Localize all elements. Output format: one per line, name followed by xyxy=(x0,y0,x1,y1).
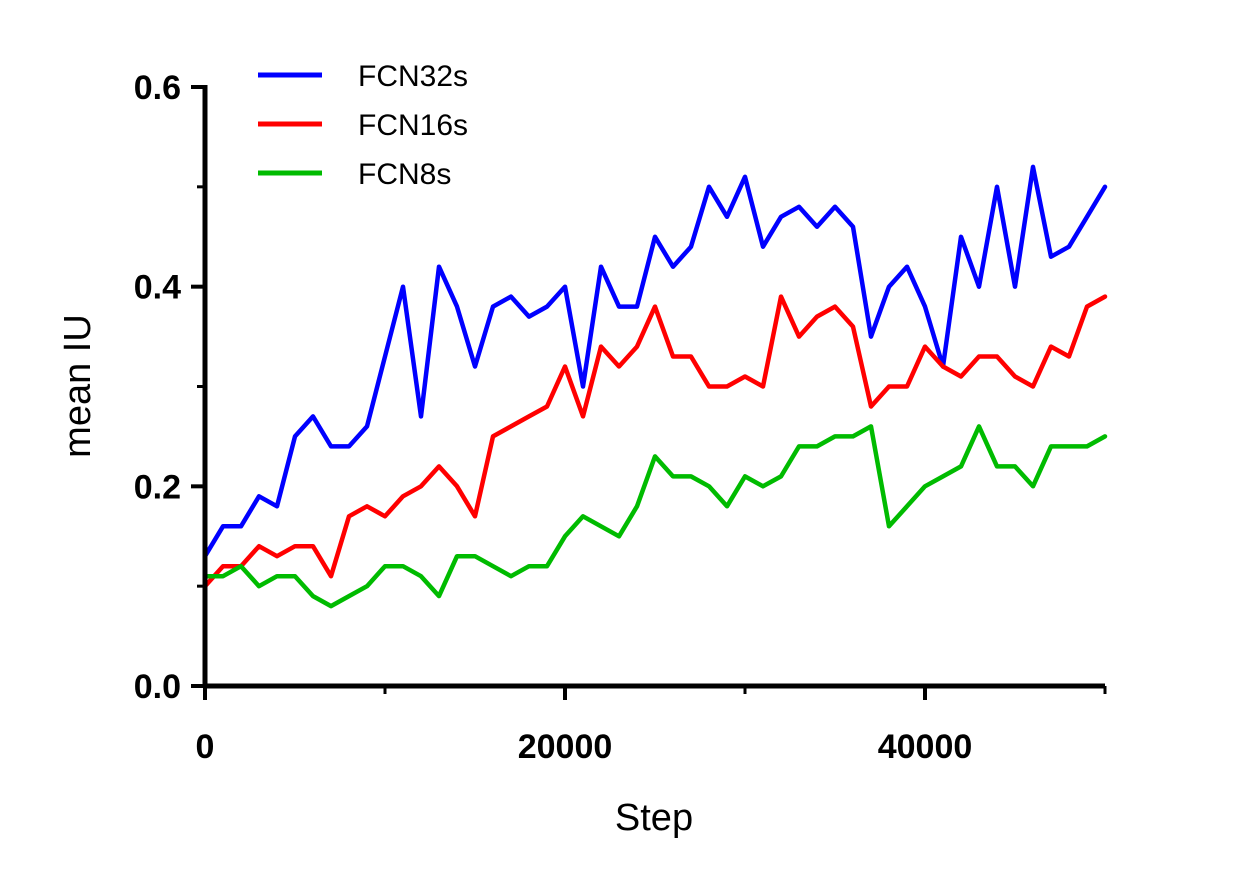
series-layer xyxy=(202,164,1108,609)
y-tick-label: 0.2 xyxy=(134,468,181,506)
x-tick-label: 0 xyxy=(196,728,215,766)
legend-item-fcn8s: FCN8s xyxy=(258,158,451,191)
y-tick-label: 0.4 xyxy=(134,269,181,307)
y-tick-label: 0.0 xyxy=(134,668,181,706)
legend-item-fcn32s: FCN32s xyxy=(258,60,468,93)
series-line-fcn8s xyxy=(202,424,1108,609)
ticks-layer: 0.0 0.2 0.4 0.6 0 20000 40000 xyxy=(134,69,1107,766)
legend: FCN32s FCN16s FCN8s xyxy=(258,60,468,191)
legend-item-fcn16s: FCN16s xyxy=(258,109,468,142)
axes-layer xyxy=(202,85,1105,689)
x-tick-label: 40000 xyxy=(878,728,973,766)
legend-label: FCN32s xyxy=(358,60,468,93)
y-axis-title: mean IU xyxy=(57,314,99,458)
series-line-fcn32s xyxy=(202,164,1108,559)
series-line-fcn16s xyxy=(202,294,1108,589)
x-tick-label: 20000 xyxy=(518,728,613,766)
legend-label: FCN8s xyxy=(358,158,451,191)
x-axis-title: Step xyxy=(615,797,693,839)
legend-label: FCN16s xyxy=(358,109,468,142)
y-tick-label: 0.6 xyxy=(134,69,181,107)
